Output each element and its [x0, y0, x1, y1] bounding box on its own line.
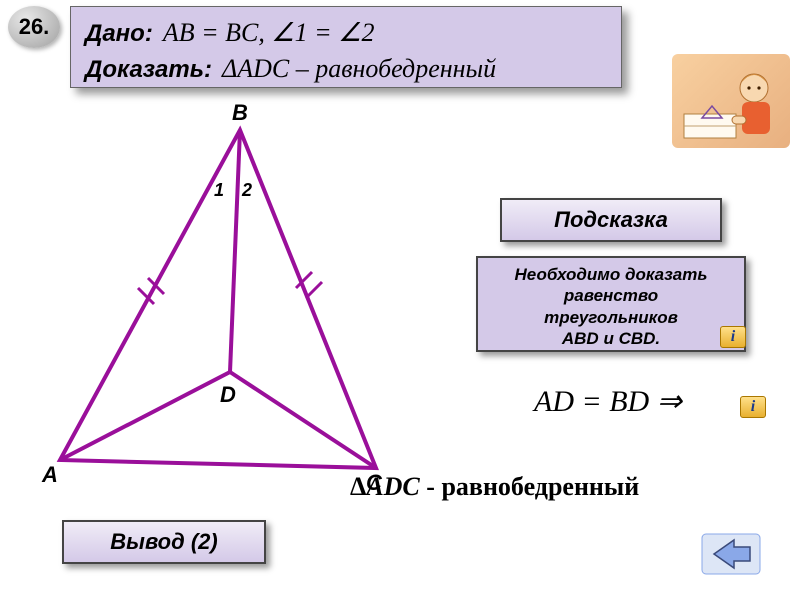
given-label: Дано:	[85, 17, 153, 51]
output-button[interactable]: Вывод (2)	[62, 520, 266, 564]
hint-line-3: треугольников	[486, 307, 736, 328]
vertex-label-a: A	[42, 462, 58, 488]
given-expression: AB = BC, ∠1 = ∠2	[163, 15, 375, 51]
prove-label: Доказать:	[85, 53, 212, 87]
info-icon[interactable]: i	[720, 326, 746, 348]
hint-panel: Необходимо доказать равенство треугольни…	[476, 256, 746, 352]
vertex-label-b: B	[232, 100, 248, 126]
geometry-diagram: B A C D 1 2	[20, 100, 440, 500]
hint-button[interactable]: Подсказка	[500, 198, 722, 242]
nav-back-button[interactable]	[700, 530, 764, 578]
illustration-thinking-person	[672, 54, 790, 148]
angle-label-2: 2	[242, 180, 252, 201]
problem-number-badge: 26.	[8, 6, 60, 48]
hint-line-4: ABD и CBD.	[486, 328, 736, 349]
vertex-label-d: D	[220, 382, 236, 408]
equation-ad-bd: AD = BD ⇒	[534, 384, 682, 419]
prove-expression: ΔADC – равнобедренный	[222, 51, 496, 87]
given-panel: Дано: AB = BC, ∠1 = ∠2 Доказать: ΔADC – …	[70, 6, 622, 88]
info-icon[interactable]: i	[740, 396, 766, 418]
arrow-left-icon	[700, 530, 764, 578]
conclusion-text: ΔADC - равнобедренный	[350, 472, 639, 502]
hint-line-1: Необходимо доказать	[486, 264, 736, 285]
hint-line-2: равенство	[486, 285, 736, 306]
angle-label-1: 1	[214, 180, 224, 201]
